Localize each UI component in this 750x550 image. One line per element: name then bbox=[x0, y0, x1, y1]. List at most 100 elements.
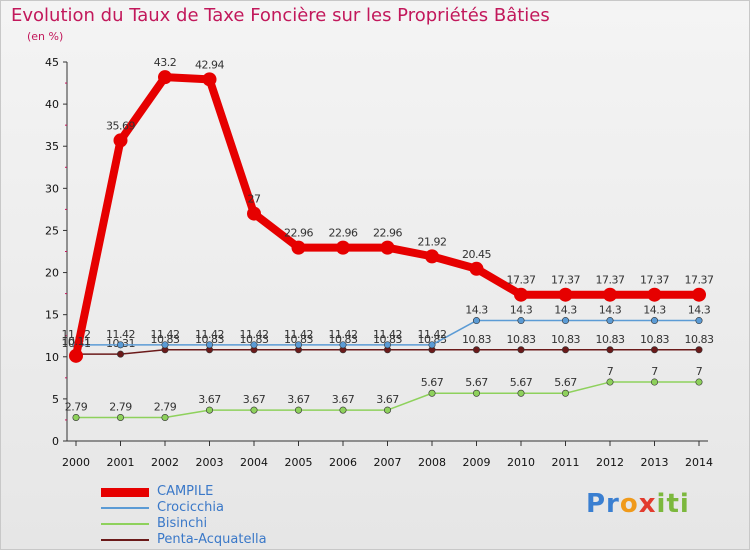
data-point bbox=[517, 346, 525, 354]
data-label: 10.11 bbox=[62, 335, 91, 348]
data-point bbox=[606, 346, 614, 354]
y-tick-label: 20 bbox=[45, 267, 59, 280]
brand-logo: Proxiti bbox=[586, 489, 690, 519]
data-label: 11.42 bbox=[195, 328, 224, 341]
data-label: 35.69 bbox=[106, 119, 135, 132]
data-label: 14.3 bbox=[688, 304, 711, 317]
data-label: 10.83 bbox=[418, 333, 447, 346]
data-label: 14.3 bbox=[554, 304, 577, 317]
legend-label: Penta-Acquatella bbox=[157, 532, 267, 547]
x-tick-label: 2011 bbox=[552, 456, 580, 469]
chart-title: Evolution du Taux de Taxe Foncière sur l… bbox=[11, 5, 550, 26]
data-point bbox=[469, 261, 484, 276]
data-point bbox=[117, 341, 125, 349]
data-label: 10.83 bbox=[195, 333, 224, 346]
data-label: 10.83 bbox=[373, 333, 402, 346]
data-point bbox=[472, 389, 480, 397]
unit-label: (en %) bbox=[27, 30, 64, 43]
data-point bbox=[72, 414, 80, 422]
data-point bbox=[606, 317, 614, 325]
y-tick-label: 0 bbox=[52, 435, 59, 448]
x-tick-label: 2003 bbox=[196, 456, 224, 469]
data-label: 7 bbox=[607, 365, 614, 378]
data-label: 7 bbox=[696, 365, 703, 378]
data-point bbox=[294, 341, 302, 349]
y-tick-label: 5 bbox=[52, 393, 59, 406]
y-tick-label: 10 bbox=[45, 351, 59, 364]
data-label: 5.67 bbox=[554, 376, 577, 389]
y-tick-label: 25 bbox=[45, 224, 59, 237]
data-point bbox=[339, 341, 347, 349]
data-label: 10.83 bbox=[151, 333, 180, 346]
data-label: 10.83 bbox=[329, 333, 358, 346]
data-label: 14.3 bbox=[510, 304, 533, 317]
data-point bbox=[561, 389, 569, 397]
x-tick-label: 2014 bbox=[685, 456, 713, 469]
data-point bbox=[161, 414, 169, 422]
data-label: 2.79 bbox=[154, 401, 177, 414]
data-label: 10.83 bbox=[640, 333, 669, 346]
x-tick-label: 2007 bbox=[374, 456, 402, 469]
data-point bbox=[158, 70, 172, 85]
data-point bbox=[69, 348, 83, 363]
data-label: 17.37 bbox=[640, 274, 669, 287]
data-point bbox=[606, 378, 614, 386]
data-label: 11.42 bbox=[106, 328, 135, 341]
data-point bbox=[561, 317, 569, 325]
legend-label: Bisinchi bbox=[157, 516, 208, 531]
data-label: 11.42 bbox=[373, 328, 402, 341]
brand-part-3: x bbox=[638, 489, 657, 519]
legend-swatch bbox=[101, 507, 149, 509]
legend-label: Crocicchia bbox=[157, 500, 224, 515]
data-point bbox=[250, 406, 258, 414]
data-point bbox=[383, 341, 391, 349]
data-label: 10.83 bbox=[284, 333, 313, 346]
data-label: 3.67 bbox=[198, 393, 221, 406]
data-point bbox=[514, 287, 528, 302]
data-point bbox=[647, 287, 662, 302]
x-tick-label: 2005 bbox=[285, 456, 313, 469]
data-point bbox=[472, 346, 480, 354]
data-label: 2.79 bbox=[109, 401, 132, 414]
data-label: 27 bbox=[248, 193, 261, 206]
x-tick-label: 2008 bbox=[418, 456, 446, 469]
data-label: 5.67 bbox=[421, 376, 444, 389]
data-point bbox=[517, 317, 525, 325]
x-tick-label: 2000 bbox=[62, 456, 90, 469]
data-point bbox=[428, 341, 436, 349]
data-label: 11.42 bbox=[329, 328, 358, 341]
data-label: 11.42 bbox=[418, 328, 447, 341]
data-label: 10.83 bbox=[462, 333, 491, 346]
x-tick-label: 2004 bbox=[240, 456, 268, 469]
data-label: 14.3 bbox=[465, 304, 488, 317]
data-point bbox=[383, 406, 391, 414]
data-point bbox=[561, 346, 569, 354]
data-label: 21.92 bbox=[418, 235, 447, 248]
data-label: 3.67 bbox=[332, 393, 355, 406]
data-point bbox=[247, 206, 261, 221]
legend-swatch bbox=[101, 539, 149, 541]
data-point bbox=[428, 389, 436, 397]
data-point bbox=[695, 378, 703, 386]
x-tick-label: 2002 bbox=[151, 456, 179, 469]
data-label: 14.3 bbox=[643, 304, 666, 317]
data-point bbox=[650, 346, 658, 354]
data-point bbox=[603, 287, 617, 302]
data-label: 10.83 bbox=[596, 333, 625, 346]
data-label: 11.42 bbox=[240, 328, 269, 341]
data-point bbox=[558, 287, 573, 302]
data-point bbox=[650, 378, 658, 386]
data-label: 17.37 bbox=[507, 274, 536, 287]
data-point bbox=[206, 406, 214, 414]
data-point bbox=[650, 317, 658, 325]
x-tick-label: 2006 bbox=[329, 456, 357, 469]
data-label: 3.67 bbox=[376, 393, 399, 406]
data-point bbox=[425, 249, 439, 264]
data-label: 14.3 bbox=[599, 304, 622, 317]
data-label: 22.96 bbox=[329, 227, 358, 240]
data-point bbox=[113, 133, 128, 148]
data-label: 17.37 bbox=[685, 274, 714, 287]
x-tick-label: 2012 bbox=[596, 456, 624, 469]
data-label: 10.83 bbox=[507, 333, 536, 346]
